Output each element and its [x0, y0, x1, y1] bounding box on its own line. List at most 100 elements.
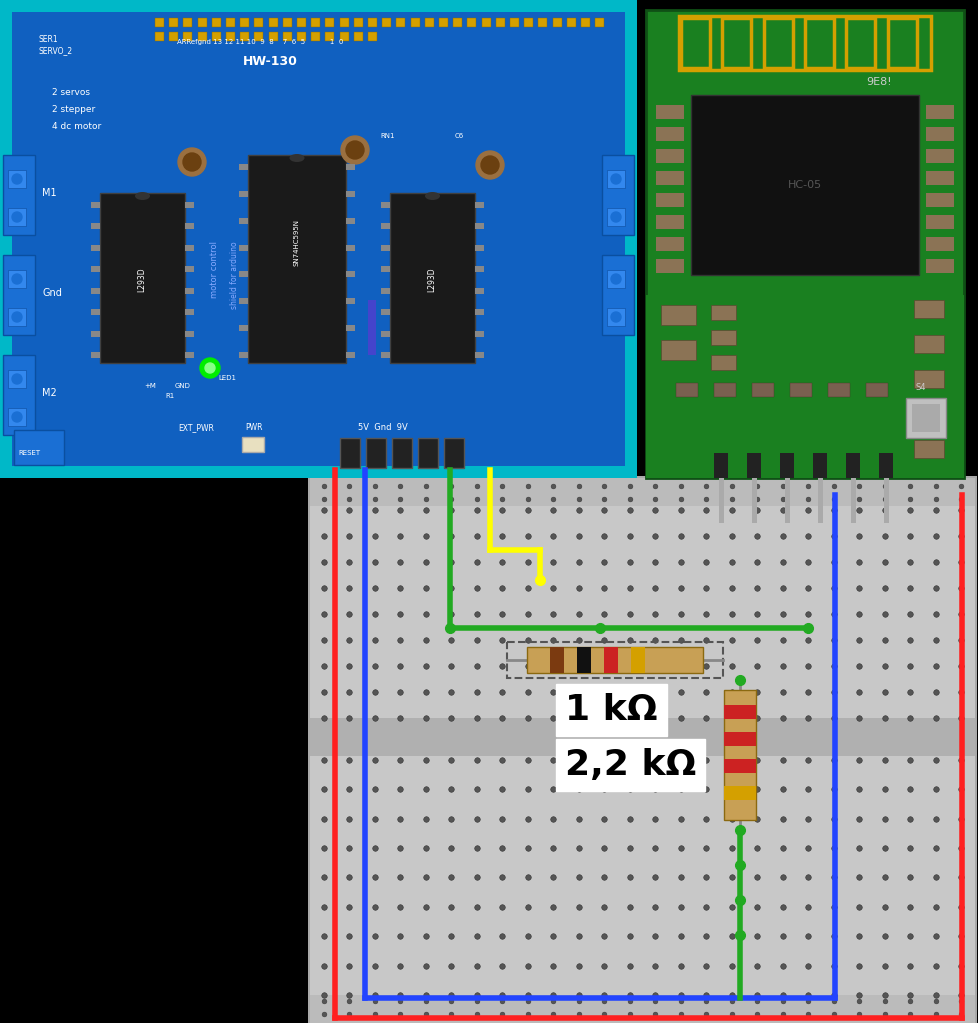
Text: C6: C6	[455, 133, 464, 139]
Bar	[169, 32, 178, 41]
Text: 1 kΩ: 1 kΩ	[564, 693, 657, 727]
Circle shape	[200, 358, 220, 379]
Bar	[268, 32, 278, 41]
Bar	[198, 32, 206, 41]
Bar	[724, 759, 755, 773]
Text: 2,2 kΩ: 2,2 kΩ	[564, 748, 695, 782]
Circle shape	[178, 148, 205, 176]
Bar	[474, 330, 483, 337]
Bar	[308, 476, 976, 1023]
Bar	[12, 12, 624, 466]
Bar	[779, 453, 793, 478]
Bar	[718, 478, 724, 523]
Bar	[226, 18, 235, 27]
Bar	[655, 149, 684, 163]
Bar	[185, 202, 194, 208]
Text: 4 dc motor: 4 dc motor	[52, 122, 101, 131]
Bar	[713, 453, 728, 478]
Bar	[226, 32, 235, 41]
Bar	[526, 647, 702, 673]
Bar	[91, 287, 100, 294]
Bar	[311, 32, 320, 41]
Bar	[850, 478, 855, 523]
Bar	[155, 18, 164, 27]
Bar	[3, 355, 35, 435]
Bar	[310, 478, 974, 1023]
Bar	[751, 478, 756, 523]
Bar	[845, 18, 874, 68]
Text: LED1: LED1	[218, 375, 236, 381]
Circle shape	[340, 136, 369, 164]
Bar	[724, 690, 755, 820]
Bar	[353, 32, 363, 41]
Text: GND: GND	[175, 383, 191, 389]
Text: SER1: SER1	[38, 35, 58, 44]
Bar	[410, 18, 420, 27]
Bar	[418, 438, 437, 468]
Bar	[905, 398, 945, 438]
Bar	[580, 18, 590, 27]
Bar	[606, 308, 624, 326]
Bar	[380, 244, 389, 251]
Bar	[510, 18, 518, 27]
Circle shape	[12, 412, 22, 422]
Bar	[380, 352, 389, 358]
Bar	[474, 352, 483, 358]
Circle shape	[12, 374, 22, 384]
Bar	[631, 647, 645, 673]
Bar	[552, 18, 561, 27]
Bar	[710, 305, 735, 320]
Bar	[925, 259, 953, 273]
Bar	[247, 155, 345, 363]
Text: RN1: RN1	[379, 133, 394, 139]
Bar	[254, 32, 263, 41]
Bar	[601, 255, 634, 335]
Bar	[818, 478, 822, 523]
Bar	[345, 299, 355, 304]
Bar	[380, 309, 389, 315]
Bar	[389, 193, 474, 363]
Bar	[239, 352, 247, 358]
Bar	[339, 18, 348, 27]
Bar	[345, 191, 355, 196]
Bar	[155, 32, 164, 41]
Text: shield for arduino: shield for arduino	[230, 241, 240, 309]
Bar	[380, 223, 389, 229]
Bar	[339, 438, 360, 468]
Bar	[325, 18, 334, 27]
Bar	[185, 223, 194, 229]
Bar	[523, 18, 533, 27]
Bar	[474, 244, 483, 251]
Bar	[91, 266, 100, 272]
Text: HW-130: HW-130	[243, 55, 297, 68]
Bar	[576, 647, 591, 673]
Bar	[655, 215, 684, 229]
Text: 5V  Gnd  9V: 5V Gnd 9V	[358, 422, 407, 432]
Bar	[239, 191, 247, 196]
Bar	[311, 18, 320, 27]
Bar	[763, 18, 792, 68]
Bar	[368, 18, 377, 27]
Bar	[310, 995, 974, 1023]
Bar	[474, 202, 483, 208]
Bar	[391, 438, 412, 468]
Bar	[8, 270, 26, 288]
Bar	[91, 202, 100, 208]
Text: 2 stepper: 2 stepper	[52, 105, 95, 114]
Bar	[380, 330, 389, 337]
Bar	[784, 478, 789, 523]
Bar	[812, 453, 826, 478]
Text: ARRefgnd 13 12 11 10  9  8    7  6  5           1  0: ARRefgnd 13 12 11 10 9 8 7 6 5 1 0	[177, 39, 343, 45]
Text: Gnd: Gnd	[42, 288, 62, 298]
Bar	[887, 18, 915, 68]
Bar	[91, 223, 100, 229]
Bar	[240, 32, 249, 41]
Bar	[827, 383, 849, 397]
Bar	[925, 193, 953, 207]
Bar	[185, 352, 194, 358]
Bar	[310, 478, 974, 506]
Bar	[645, 295, 963, 478]
Bar	[724, 705, 755, 719]
Bar	[254, 18, 263, 27]
Bar	[283, 18, 291, 27]
